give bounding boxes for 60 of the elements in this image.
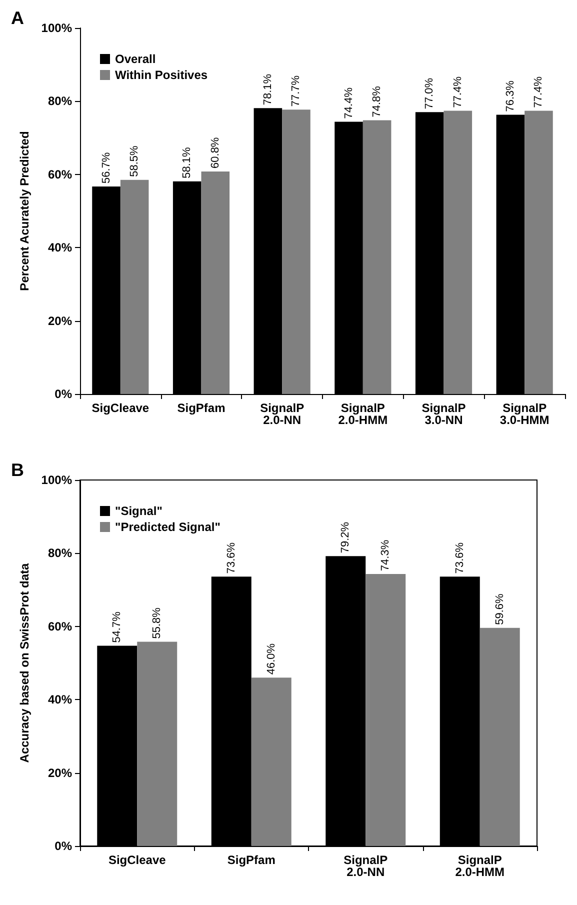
y-tick-label: 0% — [54, 387, 72, 401]
y-tick-label: 20% — [48, 766, 72, 780]
x-tick-label: SignalP 2.0-NN — [344, 853, 388, 879]
bar — [480, 628, 520, 846]
bar — [366, 574, 406, 846]
data-label: 56.7% — [100, 152, 112, 184]
y-tick-label: 40% — [48, 692, 72, 707]
data-label: 74.3% — [380, 540, 392, 572]
data-label: 60.8% — [209, 137, 222, 168]
x-tick-label: SignalP 3.0-NN — [422, 401, 466, 427]
x-tick-label: SignalP 2.0-HMM — [338, 401, 388, 427]
y-tick-label: 60% — [48, 167, 72, 182]
legend-label: "Predicted Signal" — [115, 520, 220, 534]
data-label: 77.4% — [452, 76, 464, 108]
data-label: 55.8% — [151, 607, 164, 639]
bar — [120, 180, 149, 394]
x-tick-label: SignalP 2.0-HMM — [455, 853, 505, 879]
data-label: 77.7% — [290, 75, 302, 107]
bar — [282, 110, 310, 394]
data-label: 58.5% — [128, 145, 141, 177]
x-tick-label: SignalP 2.0-NN — [260, 401, 304, 427]
legend-label: Overall — [115, 52, 156, 66]
x-tick-label: SigCleave — [92, 401, 150, 415]
bar — [362, 120, 392, 394]
bar — [251, 678, 292, 846]
data-label: 59.6% — [494, 593, 506, 625]
data-label: 73.6% — [225, 542, 238, 574]
y-tick-label: 0% — [54, 839, 72, 853]
chart-title: A — [11, 8, 24, 28]
y-tick-label: 80% — [48, 546, 72, 560]
data-label: 78.1% — [262, 74, 274, 106]
legend-label: "Signal" — [115, 504, 162, 518]
data-label: 74.4% — [342, 87, 355, 119]
y-axis-title: Accuracy based on SwissProt data — [17, 562, 32, 763]
x-tick-label: SigCleave — [108, 853, 166, 867]
y-tick-label: 100% — [41, 21, 72, 35]
x-tick-label: SignalP 3.0-HMM — [500, 401, 550, 427]
data-label: 76.3% — [504, 80, 516, 112]
data-label: 73.6% — [454, 542, 466, 574]
legend-label: Within Positives — [115, 68, 208, 82]
x-tick-label: SigPfam — [227, 853, 276, 867]
bar — [201, 171, 230, 394]
bar — [524, 110, 553, 394]
data-label: 58.1% — [181, 146, 194, 178]
y-tick-label: 20% — [48, 314, 72, 328]
x-tick-label: SigPfam — [177, 401, 226, 415]
data-label: 74.8% — [371, 86, 384, 118]
data-label: 54.7% — [111, 611, 124, 643]
bar — [137, 642, 178, 846]
data-label: 77.4% — [532, 76, 545, 108]
data-label: 46.0% — [265, 643, 278, 675]
y-tick-label: 80% — [48, 94, 72, 108]
data-label: 79.2% — [340, 522, 352, 554]
y-tick-label: 100% — [41, 473, 72, 487]
y-tick-label: 40% — [48, 240, 72, 255]
y-tick-label: 60% — [48, 619, 72, 634]
y-axis-title: Percent Acurately Predicted — [17, 131, 32, 291]
chart-title: B — [11, 460, 24, 480]
data-label: 77.0% — [424, 78, 436, 110]
bar — [444, 110, 472, 394]
